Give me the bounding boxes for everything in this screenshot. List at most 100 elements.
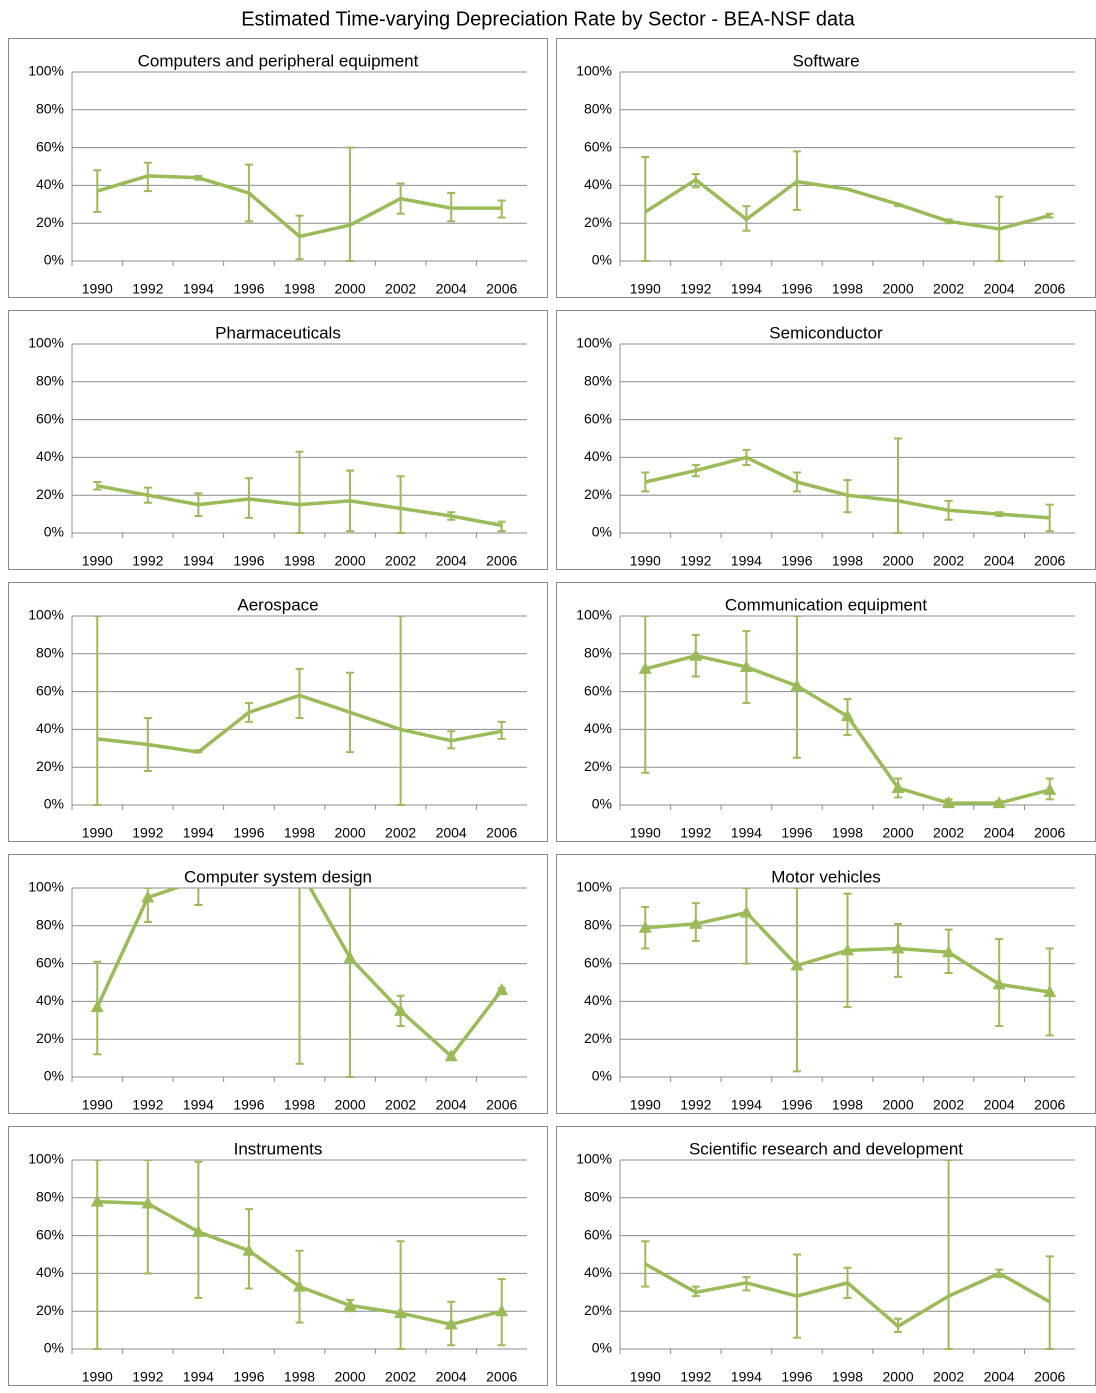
x-tick-label: 1990	[630, 1097, 661, 1113]
panel-title: Pharmaceuticals	[215, 323, 341, 342]
y-tick-label: 60%	[36, 682, 64, 698]
panel-title: Semiconductor	[769, 323, 883, 342]
panel-border	[556, 38, 1096, 298]
x-tick-label: 1996	[233, 553, 264, 569]
marker	[394, 1306, 408, 1319]
error-bar	[396, 616, 405, 806]
marker	[293, 1279, 306, 1292]
x-tick-label: 2002	[385, 553, 416, 569]
y-tick-label: 0%	[44, 796, 64, 812]
x-tick-label: 1990	[82, 825, 113, 841]
marker	[343, 1298, 357, 1311]
x-tick-label: 2006	[486, 1369, 517, 1385]
y-tick-label: 80%	[584, 645, 612, 661]
y-tick-label: 40%	[36, 992, 64, 1008]
x-tick-label: 1996	[781, 1369, 812, 1385]
error-bar	[396, 475, 405, 534]
y-tick-label: 20%	[36, 486, 64, 502]
y-tick-label: 80%	[584, 917, 612, 933]
error-bar	[641, 616, 650, 774]
y-tick-label: 60%	[584, 954, 612, 970]
x-tick-label: 1996	[233, 825, 264, 841]
y-tick-label: 20%	[584, 1030, 612, 1046]
panel-border	[556, 582, 1096, 842]
error-bar	[944, 1160, 953, 1350]
error-bar	[497, 520, 506, 533]
y-tick-label: 60%	[36, 410, 64, 426]
marker	[1043, 782, 1057, 795]
y-tick-label: 60%	[584, 682, 612, 698]
y-tick-label: 60%	[584, 410, 612, 426]
y-tick-label: 100%	[28, 607, 64, 623]
y-tick-label: 60%	[584, 138, 612, 154]
marker	[444, 1317, 458, 1330]
panel-title: Scientific research and development	[689, 1139, 963, 1158]
x-tick-label: 1996	[781, 281, 812, 297]
x-tick-label: 1992	[132, 825, 163, 841]
error-bar	[497, 720, 506, 740]
y-tick-label: 100%	[576, 335, 612, 351]
x-tick-label: 2006	[1034, 825, 1065, 841]
marker	[891, 780, 905, 793]
marker	[891, 941, 905, 954]
marker	[942, 796, 956, 809]
y-tick-label: 60%	[36, 138, 64, 154]
series-line	[97, 693, 503, 754]
y-tick-label: 20%	[36, 1302, 64, 1318]
plot	[93, 146, 506, 262]
y-tick-label: 80%	[36, 101, 64, 117]
y-tick-label: 0%	[592, 252, 612, 268]
y-tick-label: 0%	[44, 1340, 64, 1356]
x-tick-label: 2004	[984, 1097, 1015, 1113]
error-bar	[93, 616, 102, 806]
x-tick-label: 2000	[334, 825, 365, 841]
panel: 0% 20% 40% 60% 80% 100% 1990 1992 1994 1996 1998 20…	[8, 582, 548, 842]
y-tick-label: 0%	[592, 1340, 612, 1356]
marker	[495, 1304, 509, 1317]
x-tick-label: 1996	[781, 1097, 812, 1113]
marker	[90, 1194, 104, 1207]
figure-title: Estimated Time-varying Depreciation Rate…	[241, 8, 855, 30]
marker	[841, 943, 854, 956]
panel-title: Aerospace	[237, 595, 318, 614]
y-tick-label: 0%	[592, 796, 612, 812]
y-tick-label: 80%	[36, 1189, 64, 1205]
x-tick-label: 1994	[183, 1369, 214, 1385]
y-tick-label: 40%	[584, 1264, 612, 1280]
error-bar	[641, 156, 650, 262]
marker	[394, 1003, 408, 1016]
panel: 0% 20% 40% 60% 80% 100% 1990 1992 1994 1996 1998 20…	[8, 1126, 548, 1386]
plot	[93, 616, 506, 806]
x-tick-label: 2004	[436, 1369, 467, 1385]
y-tick-label: 80%	[584, 101, 612, 117]
x-tick-label: 1992	[132, 553, 163, 569]
x-tick-label: 2002	[933, 1097, 964, 1113]
x-tick-label: 1994	[731, 281, 762, 297]
error-bar	[497, 199, 506, 219]
panel-border	[8, 1126, 548, 1386]
x-tick-label: 1994	[731, 825, 762, 841]
marker	[992, 977, 1006, 990]
x-tick-label: 1994	[183, 553, 214, 569]
y-tick-label: 0%	[44, 1068, 64, 1084]
marker	[841, 709, 854, 722]
panel: 0% 20% 40% 60% 80% 100% 1990 1992 1994 1996 1998 20…	[556, 38, 1096, 298]
x-tick-label: 2002	[385, 1097, 416, 1113]
y-tick-label: 100%	[28, 63, 64, 79]
x-tick-label: 1994	[183, 825, 214, 841]
y-tick-label: 80%	[584, 1189, 612, 1205]
x-tick-label: 1994	[731, 1097, 762, 1113]
marker	[191, 1224, 205, 1237]
x-tick-label: 1992	[680, 553, 711, 569]
x-tick-label: 1998	[284, 553, 315, 569]
series-line	[644, 455, 1050, 520]
marker	[992, 796, 1006, 809]
y-tick-label: 20%	[36, 1030, 64, 1046]
y-tick-label: 20%	[584, 486, 612, 502]
error-bar	[1045, 503, 1054, 533]
error-bar	[143, 1160, 152, 1275]
error-bar	[194, 888, 203, 907]
x-tick-label: 1990	[630, 1369, 661, 1385]
marker	[638, 661, 652, 674]
